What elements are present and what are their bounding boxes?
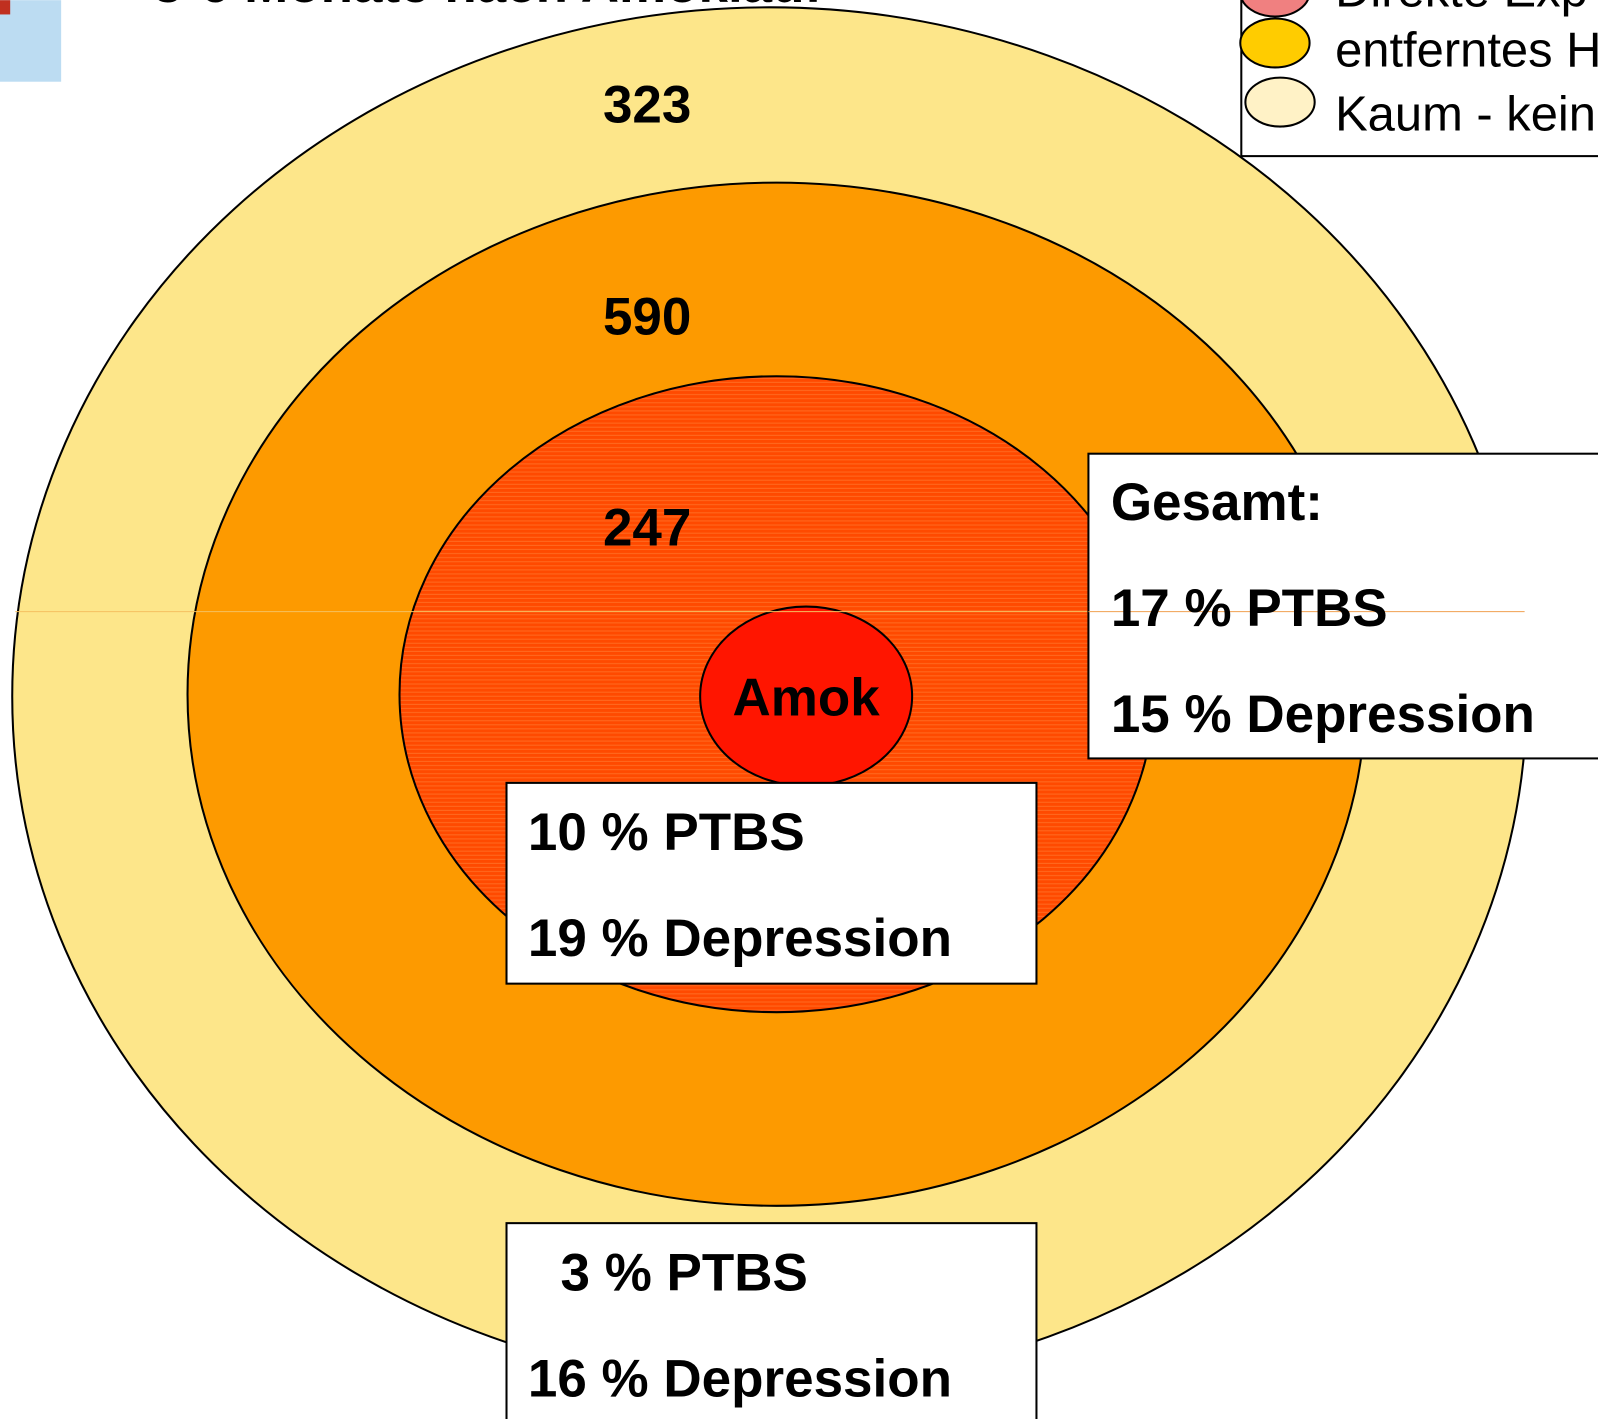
legend-label: entferntes H (1335, 23, 1598, 77)
center-label: Amok (733, 669, 881, 728)
ring-count: 590 (603, 287, 691, 346)
legend-label: Kaum - kein (1335, 88, 1596, 142)
outer-box (505, 1222, 1038, 1419)
box-line: 17 % PTBS (1111, 579, 1388, 638)
box-line: 15 % Depression (1111, 685, 1535, 744)
legend-swatch (1244, 76, 1316, 128)
legend-swatch (1241, 0, 1309, 18)
legend-label: Direkte Exp (1335, 0, 1588, 17)
legend (1240, 0, 1598, 158)
box-line: 16 % Depression (528, 1349, 952, 1408)
legend-swatch (1239, 17, 1311, 69)
logo-accent (0, 0, 11, 15)
ring-count: 247 (603, 498, 691, 557)
total-box (1087, 452, 1598, 760)
ring-count: 323 (603, 75, 691, 134)
box-heading: Gesamt: (1111, 473, 1323, 532)
title: 3-6 Monate nach Amoklauf (153, 0, 823, 14)
box-line: 3 % PTBS (561, 1243, 808, 1302)
logo (0, 0, 62, 82)
inner-box (505, 781, 1038, 985)
box-line: 10 % PTBS (528, 803, 805, 862)
box-line: 19 % Depression (528, 909, 952, 968)
